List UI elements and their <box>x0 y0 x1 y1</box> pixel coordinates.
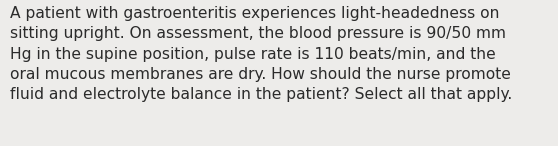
Text: A patient with gastroenteritis experiences light-headedness on
sitting upright. : A patient with gastroenteritis experienc… <box>10 6 512 102</box>
